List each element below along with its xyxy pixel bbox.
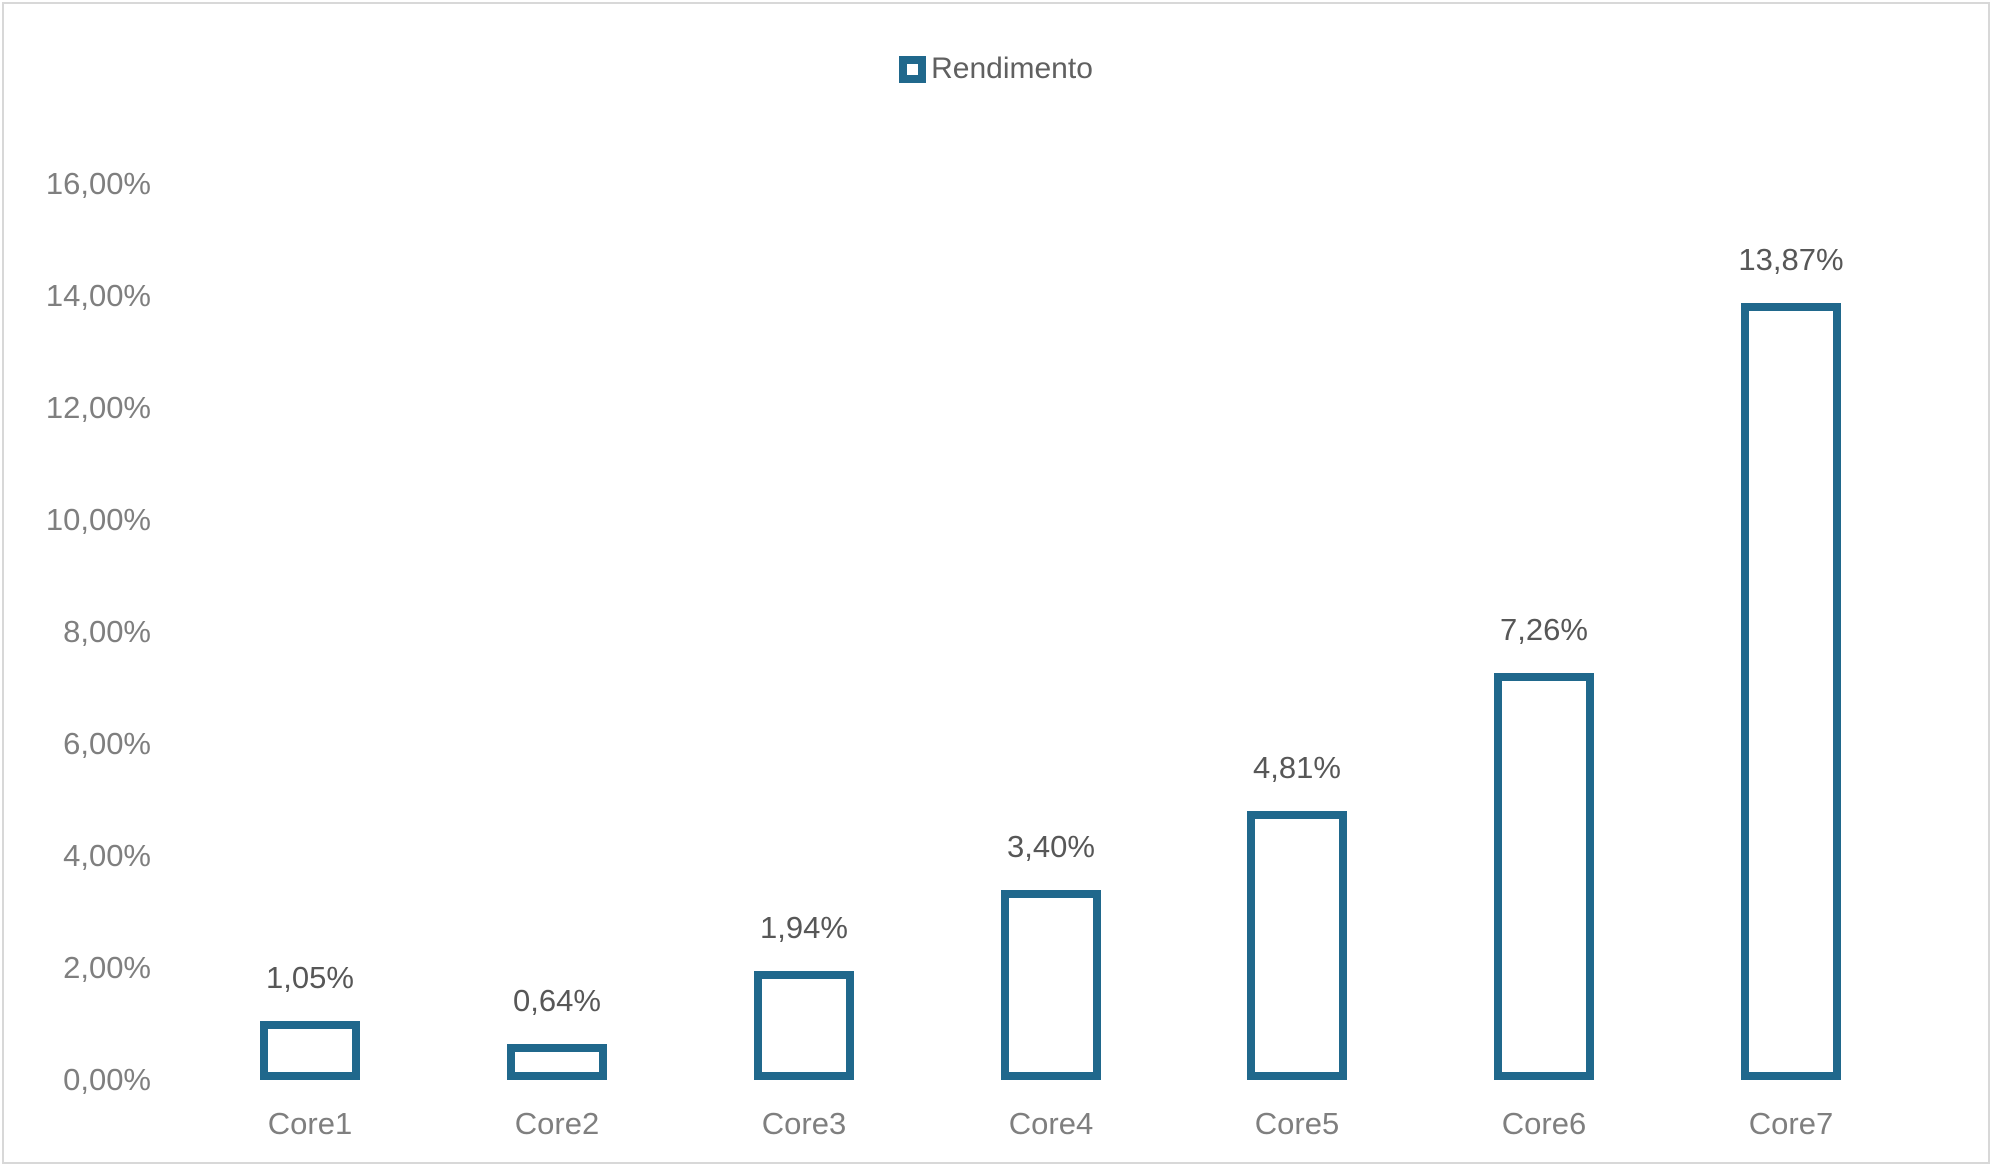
- y-axis-tick-label: 0,00%: [63, 1062, 151, 1097]
- bar-core4[interactable]: [1001, 890, 1101, 1080]
- y-axis-tick-label: 14,00%: [45, 278, 151, 313]
- y-axis-tick-label: 8,00%: [63, 614, 151, 649]
- data-label: 7,26%: [1500, 612, 1588, 647]
- y-axis-tick-label: 6,00%: [63, 726, 151, 761]
- category-label: Core6: [1501, 1106, 1587, 1141]
- y-axis-tick-label: 4,00%: [63, 838, 151, 873]
- bar-core2[interactable]: [507, 1044, 607, 1080]
- bar-core5[interactable]: [1247, 811, 1347, 1080]
- bar-core6[interactable]: [1494, 673, 1594, 1080]
- category-label: Core3: [761, 1106, 847, 1141]
- bar-core7[interactable]: [1741, 303, 1841, 1080]
- category-label: Core5: [1254, 1106, 1340, 1141]
- data-label: 0,64%: [513, 983, 601, 1018]
- bar-core3[interactable]: [754, 971, 854, 1080]
- legend-label: Rendimento: [931, 52, 1093, 85]
- y-axis-tick-label: 2,00%: [63, 950, 151, 985]
- legend[interactable]: Rendimento: [4, 54, 1988, 84]
- y-axis-tick-label: 12,00%: [45, 390, 151, 425]
- data-label: 1,94%: [760, 910, 848, 945]
- data-label: 13,87%: [1738, 242, 1844, 277]
- y-axis: 0,00% 2,00% 4,00% 6,00% 8,00% 10,00% 12,00% 14,…: [4, 166, 151, 1097]
- data-label: 1,05%: [266, 960, 354, 995]
- bar-core1[interactable]: [260, 1021, 360, 1080]
- category-label: Core2: [514, 1106, 600, 1141]
- category-label: Core4: [1008, 1106, 1094, 1141]
- y-axis-tick-label: 10,00%: [45, 502, 151, 537]
- y-axis-tick-label: 16,00%: [45, 166, 151, 201]
- category-label: Core7: [1748, 1106, 1834, 1141]
- data-label: 3,40%: [1007, 829, 1095, 864]
- plot-area: 1,05% Core1 0,64% Core2 1,94% Core3 3,40% Core4…: [187, 184, 1914, 1139]
- data-label: 4,81%: [1253, 750, 1341, 785]
- legend-marker-icon: [899, 55, 927, 83]
- category-label: Core1: [267, 1106, 353, 1141]
